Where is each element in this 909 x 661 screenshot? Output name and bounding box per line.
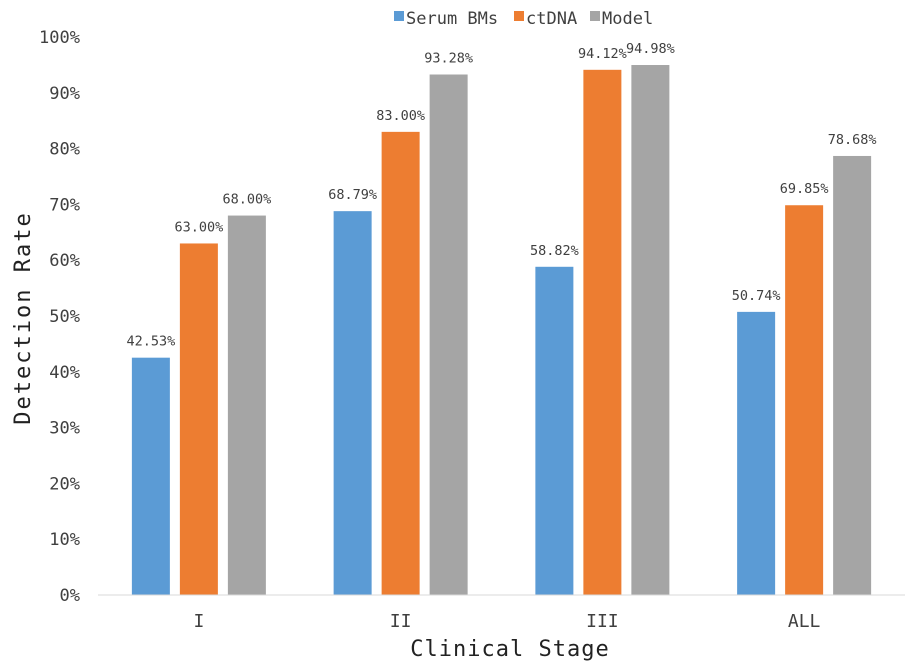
y-axis-title: Detection Rate <box>11 211 36 424</box>
bar-data-label: 94.12% <box>578 46 627 62</box>
legend-label-model: Model <box>602 9 653 29</box>
bar-data-label: 63.00% <box>174 219 223 235</box>
x-tick-label: II <box>390 611 412 632</box>
bar <box>334 211 372 595</box>
bar <box>631 65 669 595</box>
y-axis-ticks: 0% 10% 20% 30% 40% 50% 60% 70% 80% 90% 100% <box>39 28 80 606</box>
y-tick-label: 80% <box>49 140 80 160</box>
bar <box>535 267 573 595</box>
x-tick-label: ALL <box>788 611 821 632</box>
bar <box>180 243 218 595</box>
legend-label-serum-bms: Serum BMs <box>406 9 498 29</box>
bar <box>132 358 170 595</box>
bar <box>737 312 775 595</box>
y-tick-label: 100% <box>39 28 80 48</box>
legend: Serum BMs ctDNA Model <box>394 9 653 29</box>
legend-swatch-serum-bms <box>394 11 404 21</box>
y-tick-label: 40% <box>49 363 80 383</box>
x-axis-title: Clinical Stage <box>410 637 609 661</box>
y-tick-label: 20% <box>49 474 80 494</box>
bar-data-label: 93.28% <box>424 50 473 66</box>
bar-data-label: 78.68% <box>828 132 877 148</box>
x-axis-ticks: I II III ALL <box>193 611 820 632</box>
bar <box>833 156 871 595</box>
bar-data-label: 69.85% <box>780 181 829 197</box>
legend-label-ctdna: ctDNA <box>526 9 577 29</box>
bar <box>583 70 621 595</box>
bar <box>430 74 468 595</box>
y-tick-label: 50% <box>49 307 80 327</box>
y-tick-label: 70% <box>49 195 80 215</box>
bar <box>382 132 420 595</box>
bar <box>228 216 266 595</box>
y-tick-label: 60% <box>49 251 80 271</box>
y-tick-label: 30% <box>49 419 80 439</box>
y-tick-label: 90% <box>49 84 80 104</box>
bar-data-label: 58.82% <box>530 243 579 259</box>
bar <box>785 205 823 595</box>
bar-data-label: 50.74% <box>732 288 781 304</box>
bars <box>132 65 871 595</box>
bar-data-label: 94.98% <box>626 41 675 57</box>
y-tick-label: 10% <box>49 530 80 550</box>
bar-data-label: 68.79% <box>328 187 377 203</box>
legend-swatch-ctdna <box>514 11 524 21</box>
bar-data-label: 42.53% <box>126 334 175 350</box>
y-tick-label: 0% <box>60 586 80 606</box>
legend-swatch-model <box>590 11 600 21</box>
x-tick-label: III <box>586 611 619 632</box>
bar-data-label: 83.00% <box>376 108 425 124</box>
x-tick-label: I <box>193 611 204 632</box>
bar-data-label: 68.00% <box>222 192 271 208</box>
